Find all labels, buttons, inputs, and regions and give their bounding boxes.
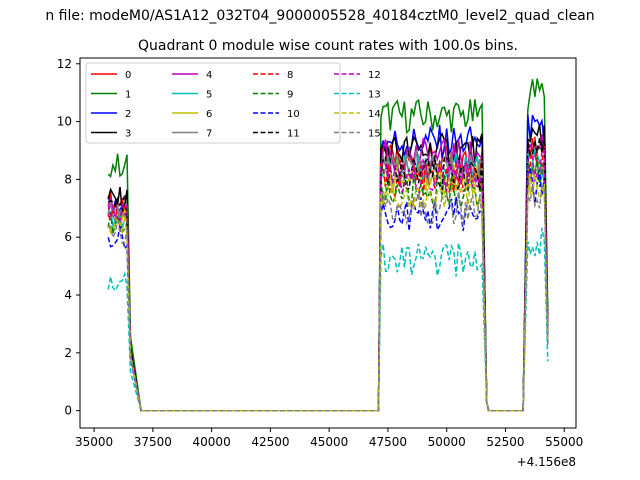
x-tick-label: 52500 <box>486 435 524 449</box>
legend-label: 7 <box>206 129 212 140</box>
y-tick-label: 4 <box>64 288 72 302</box>
series-line-11 <box>107 137 549 412</box>
legend-label: 13 <box>368 90 381 101</box>
x-tick-label: 42500 <box>251 435 289 449</box>
x-tick-label: 37500 <box>134 435 172 449</box>
x-tick-label: 35000 <box>75 435 113 449</box>
plot-area <box>107 78 549 412</box>
legend-label: 14 <box>368 109 381 120</box>
legend-label: 1 <box>125 90 131 101</box>
series-line-15 <box>108 184 549 412</box>
axes-frame <box>79 57 577 429</box>
legend-label: 0 <box>125 70 131 81</box>
legend-label: 11 <box>287 129 300 140</box>
x-tick-label: 45000 <box>310 435 348 449</box>
legend-label: 15 <box>368 129 381 140</box>
y-tick-label: 12 <box>57 57 72 71</box>
x-tick-label: 47500 <box>369 435 407 449</box>
y-tick-label: 2 <box>64 346 72 360</box>
legend-label: 12 <box>368 70 381 81</box>
legend-label: 6 <box>206 109 212 120</box>
legend-label: 2 <box>125 109 131 120</box>
legend-label: 3 <box>125 129 131 140</box>
legend-label: 10 <box>287 109 300 120</box>
y-tick-label: 6 <box>64 230 72 244</box>
y-tick-label: 8 <box>64 172 72 186</box>
legend-label: 4 <box>206 70 212 81</box>
legend-box <box>85 62 341 144</box>
series-line-10 <box>107 167 549 412</box>
x-tick-label: 55000 <box>545 435 583 449</box>
series-line-13 <box>107 227 549 412</box>
x-tick-label: 40000 <box>193 435 231 449</box>
legend-label: 9 <box>287 90 293 101</box>
legend-label: 5 <box>206 90 212 101</box>
figure-suptitle: n file: modeM0/AS1A12_032T04_9000005528_… <box>45 8 594 24</box>
series-line-14 <box>107 173 549 412</box>
chart-title: Quadrant 0 module wise count rates with … <box>138 38 518 54</box>
legend-label: 8 <box>287 70 293 81</box>
y-tick-label: 0 <box>64 404 72 418</box>
x-offset-label: +4.156e8 <box>517 455 576 469</box>
x-tick-label: 50000 <box>428 435 466 449</box>
axis-ticks: 35000 37500 40000 42500 45000 47500 50000 52500… <box>57 57 584 449</box>
y-tick-label: 10 <box>57 115 72 129</box>
